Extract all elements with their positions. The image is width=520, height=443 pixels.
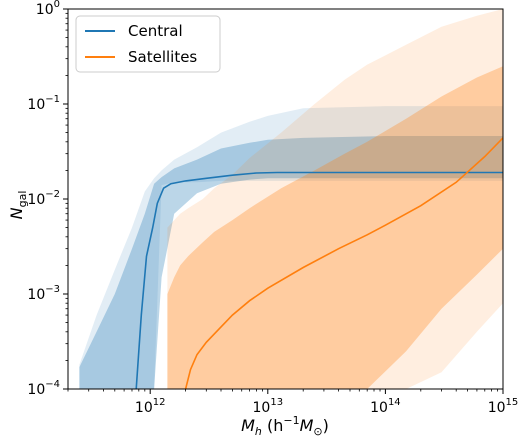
x-tick-label: 1013 bbox=[253, 397, 284, 416]
uncertainty-bands bbox=[79, 9, 503, 389]
legend-label-central: Central bbox=[128, 22, 183, 40]
central-band-68 bbox=[79, 136, 503, 389]
satellites-line bbox=[184, 137, 503, 389]
y-axis: 10−4 10−3 10−2 10−1 100 bbox=[27, 0, 68, 398]
central-line bbox=[135, 171, 503, 389]
central-band-95 bbox=[79, 106, 503, 389]
y-tick-label: 10−3 bbox=[27, 284, 60, 303]
y-tick-label: 100 bbox=[36, 0, 60, 18]
x-tick-label: 1014 bbox=[370, 397, 401, 416]
y-axis-label: Ngal bbox=[7, 191, 29, 220]
legend-label-satellites: Satellites bbox=[128, 48, 197, 66]
x-axis: 1012 1013 1014 1015 bbox=[67, 389, 519, 416]
x-axis-label: Mh (h−1M⊙) bbox=[241, 414, 329, 438]
x-tick-label: 1012 bbox=[135, 397, 166, 416]
x-tick-label: 1015 bbox=[488, 397, 519, 416]
y-tick-label: 10−2 bbox=[27, 189, 60, 208]
y-tick-label: 10−4 bbox=[27, 379, 60, 398]
series-lines bbox=[135, 137, 503, 389]
y-tick-label: 10−1 bbox=[27, 94, 60, 113]
satellites-band-95 bbox=[167, 9, 503, 389]
legend: Central Satellites bbox=[75, 15, 221, 73]
satellites-band-68 bbox=[167, 66, 503, 389]
